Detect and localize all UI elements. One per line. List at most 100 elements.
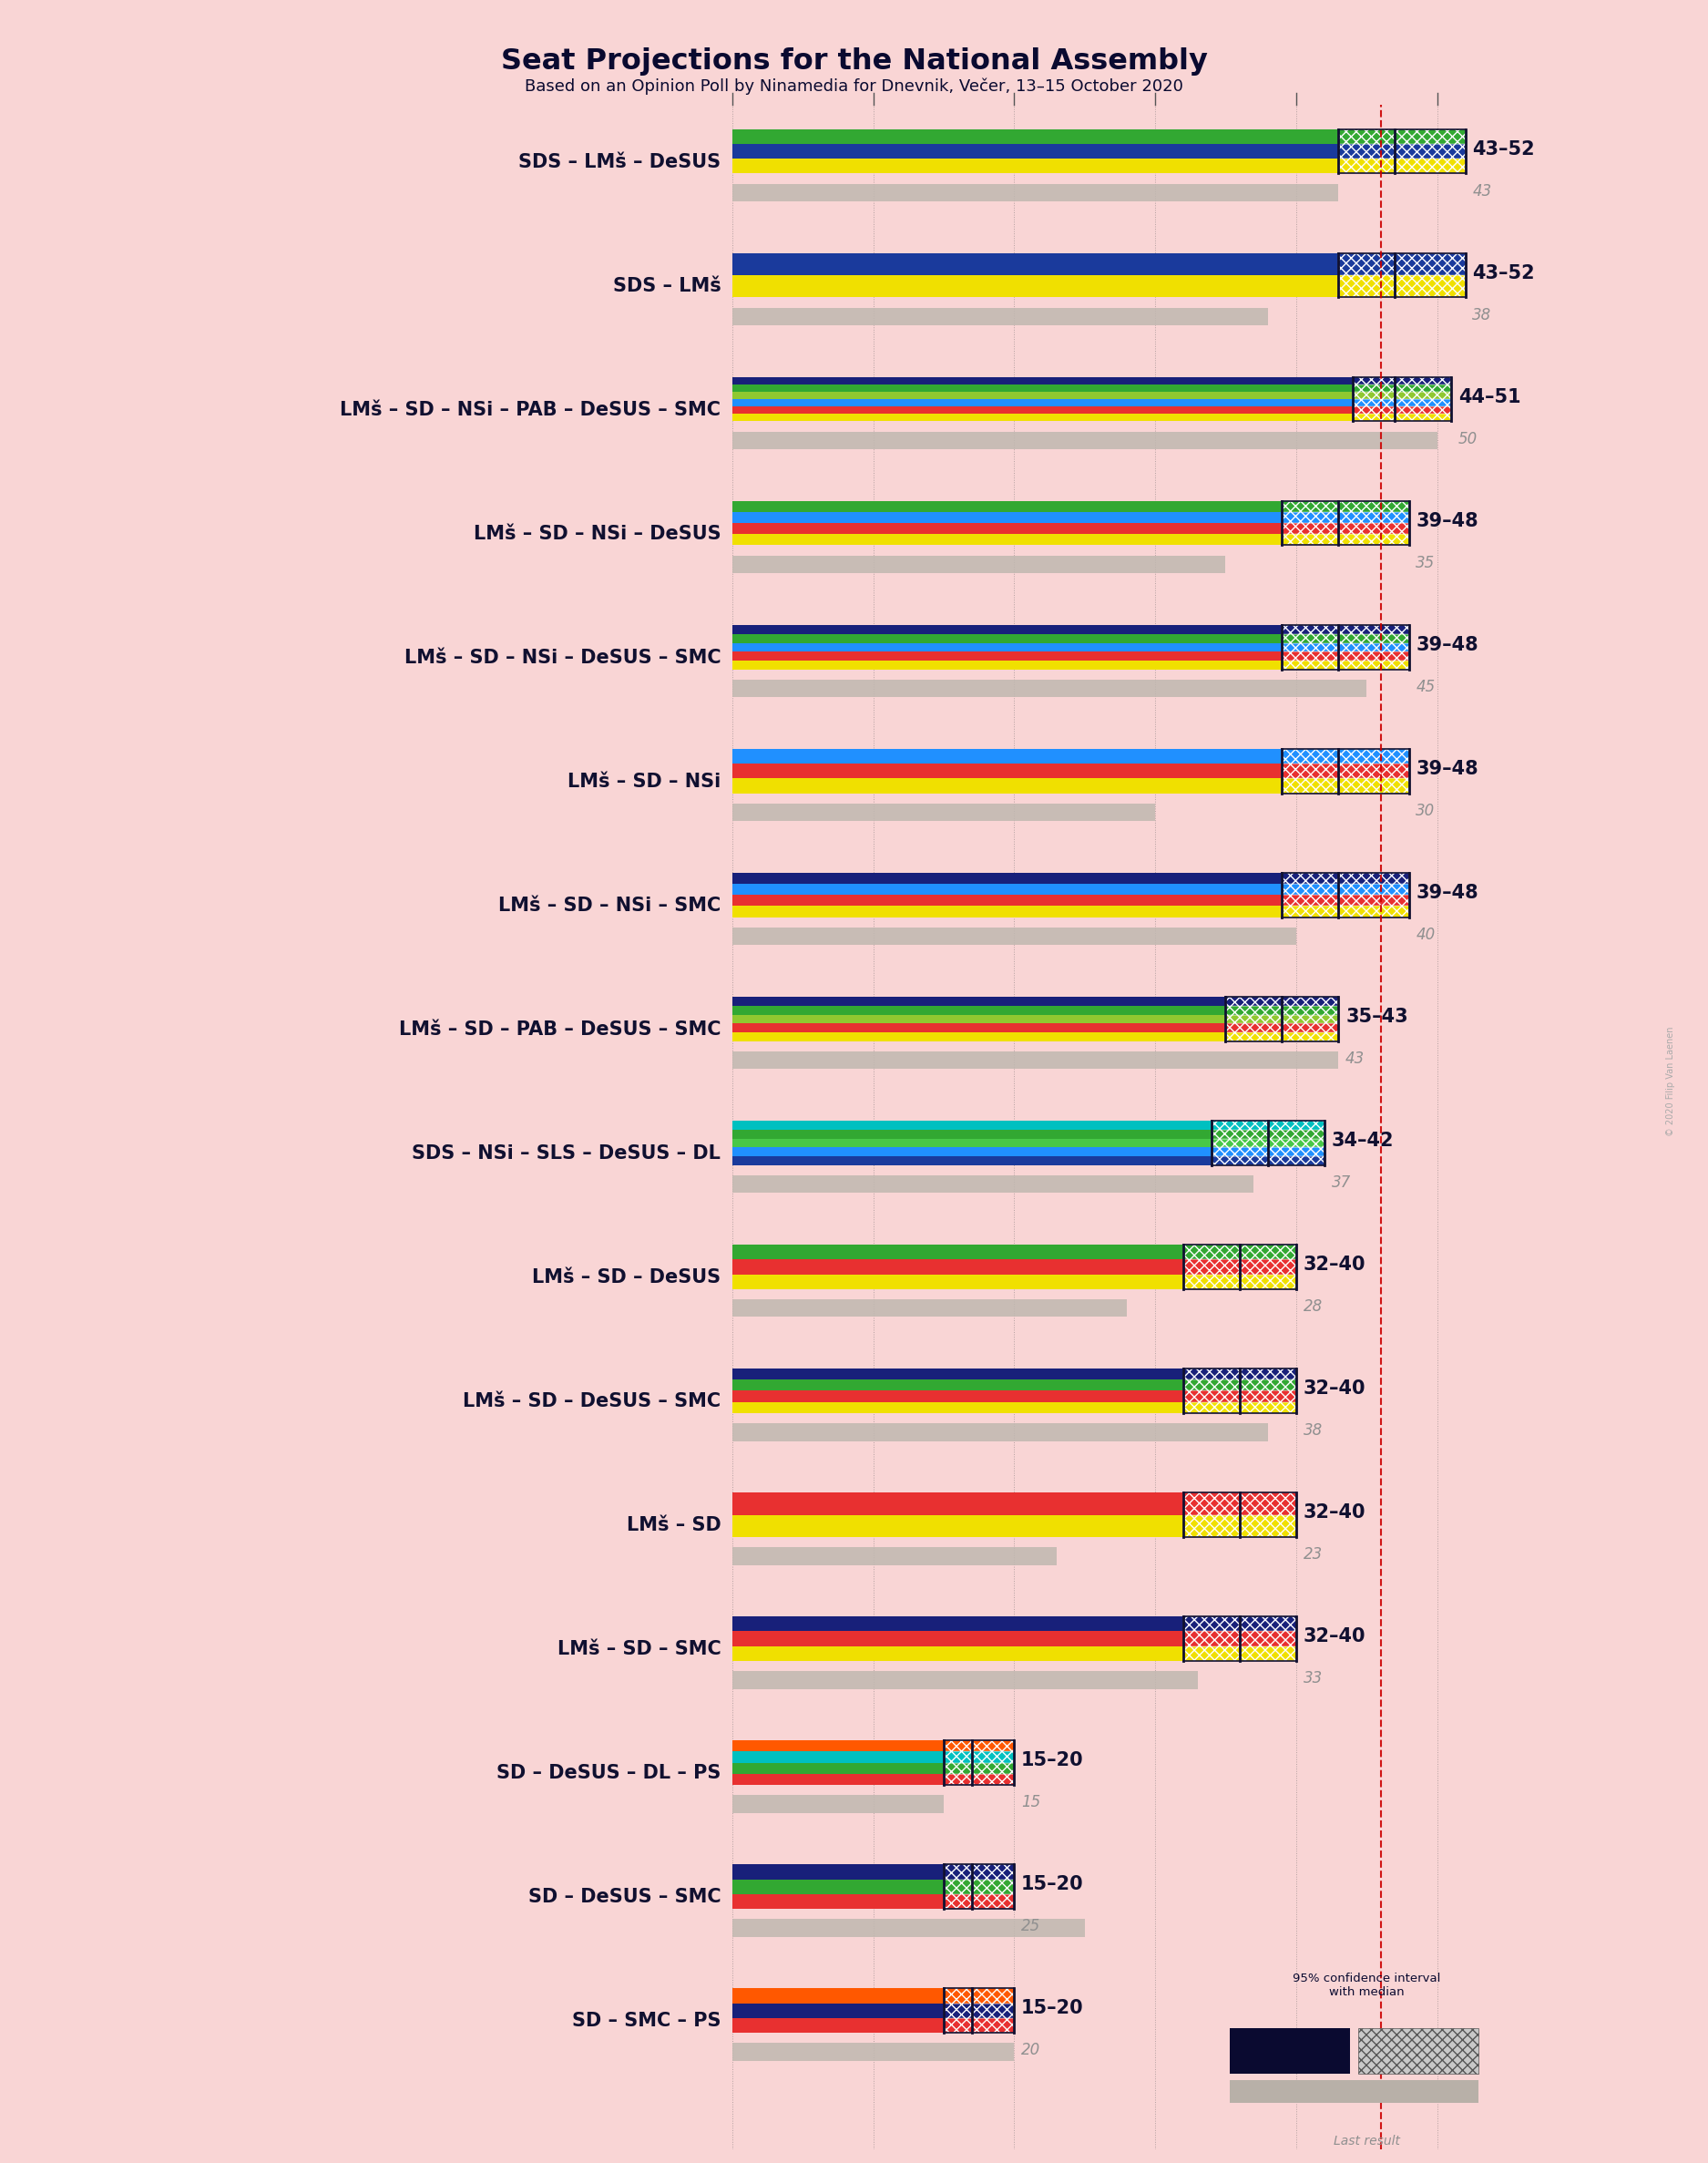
Bar: [1283, 764, 1409, 779]
Bar: [943, 1988, 1015, 2003]
Bar: [733, 376, 1353, 385]
Bar: [733, 779, 1283, 794]
Text: 32–40: 32–40: [1303, 1380, 1366, 1397]
Bar: [733, 805, 1155, 822]
Bar: [733, 1752, 943, 1763]
Bar: [733, 534, 1283, 545]
Text: 39–48: 39–48: [1416, 759, 1479, 779]
Bar: [1184, 1274, 1296, 1289]
Bar: [733, 997, 1226, 1006]
Text: 23: 23: [1303, 1547, 1322, 1562]
Bar: [733, 400, 1353, 407]
Bar: [1184, 1631, 1296, 1646]
Bar: [1283, 502, 1409, 513]
Bar: [733, 874, 1283, 885]
Bar: [733, 1865, 943, 1880]
Bar: [733, 895, 1283, 906]
Bar: [1283, 748, 1409, 764]
Text: 95% confidence interval
with median: 95% confidence interval with median: [1293, 1973, 1440, 1999]
Bar: [733, 651, 1283, 660]
Bar: [1230, 2029, 1349, 2074]
Bar: [1353, 400, 1452, 407]
Text: 15–20: 15–20: [1021, 1999, 1083, 2018]
Text: 43: 43: [1472, 184, 1491, 199]
Text: LMš – SD – NSi – SMC: LMš – SD – NSi – SMC: [499, 895, 721, 915]
Bar: [733, 307, 1267, 327]
Bar: [733, 1006, 1226, 1014]
Text: 28: 28: [1303, 1298, 1322, 1315]
Bar: [733, 1259, 1184, 1274]
Bar: [733, 2003, 943, 2018]
Bar: [1226, 997, 1339, 1006]
Bar: [943, 1752, 1015, 1763]
Bar: [733, 764, 1283, 779]
Text: Last result: Last result: [1334, 2135, 1399, 2148]
Bar: [733, 1895, 943, 1908]
Text: LMš – SD – NSi – DeSUS: LMš – SD – NSi – DeSUS: [473, 526, 721, 543]
Bar: [733, 885, 1283, 895]
Text: 35: 35: [1416, 554, 1435, 571]
Bar: [733, 1616, 1184, 1631]
Bar: [733, 1646, 1184, 1661]
Bar: [1358, 2029, 1479, 2074]
Bar: [733, 1631, 1184, 1646]
Bar: [733, 407, 1353, 413]
Text: 32–40: 32–40: [1303, 1627, 1366, 1646]
Bar: [943, 1774, 1015, 1784]
Bar: [1226, 1023, 1339, 1032]
Text: SDS – NSi – SLS – DeSUS – DL: SDS – NSi – SLS – DeSUS – DL: [412, 1144, 721, 1164]
Bar: [1283, 642, 1409, 651]
Bar: [733, 1763, 943, 1774]
Text: 25: 25: [1021, 1919, 1040, 1934]
Text: 50: 50: [1459, 430, 1477, 448]
Bar: [733, 1988, 943, 2003]
Bar: [943, 1895, 1015, 1908]
Bar: [733, 1774, 943, 1784]
Text: 39–48: 39–48: [1416, 513, 1479, 530]
Bar: [733, 1157, 1211, 1166]
Bar: [733, 1741, 943, 1752]
Bar: [733, 634, 1283, 642]
Bar: [733, 1246, 1184, 1259]
Bar: [733, 433, 1436, 450]
Bar: [733, 275, 1339, 298]
Bar: [1211, 1138, 1324, 1146]
Bar: [733, 1146, 1211, 1157]
Bar: [733, 928, 1296, 945]
Bar: [1339, 275, 1465, 298]
Text: LMš – SD – NSi: LMš – SD – NSi: [567, 772, 721, 792]
Bar: [733, 1423, 1267, 1441]
Text: 39–48: 39–48: [1416, 636, 1479, 653]
Bar: [733, 679, 1366, 696]
Bar: [1184, 1616, 1296, 1631]
Bar: [733, 1051, 1339, 1069]
Bar: [733, 1014, 1226, 1023]
Bar: [733, 906, 1283, 917]
Text: 39–48: 39–48: [1416, 885, 1479, 902]
Bar: [1184, 1514, 1296, 1536]
Bar: [1283, 651, 1409, 660]
Bar: [1283, 895, 1409, 906]
Bar: [733, 523, 1283, 534]
Text: 15: 15: [1021, 1793, 1040, 1810]
Bar: [943, 1763, 1015, 1774]
Text: 43–52: 43–52: [1472, 264, 1535, 283]
Text: LMš – SD – DeSUS: LMš – SD – DeSUS: [533, 1268, 721, 1287]
Bar: [733, 1380, 1184, 1391]
Bar: [733, 1138, 1211, 1146]
Bar: [1283, 660, 1409, 668]
Bar: [733, 145, 1339, 158]
Bar: [733, 2018, 943, 2033]
Bar: [1211, 1157, 1324, 1166]
Bar: [733, 1274, 1184, 1289]
Bar: [1339, 130, 1465, 145]
Bar: [733, 184, 1339, 201]
Text: LMš – SD – NSi – DeSUS – SMC: LMš – SD – NSi – DeSUS – SMC: [405, 649, 721, 666]
Bar: [733, 513, 1283, 523]
Bar: [733, 1672, 1197, 1689]
Bar: [1353, 392, 1452, 400]
Bar: [1283, 625, 1409, 634]
Bar: [1226, 1006, 1339, 1014]
Bar: [733, 1514, 1184, 1536]
Bar: [733, 1129, 1211, 1138]
